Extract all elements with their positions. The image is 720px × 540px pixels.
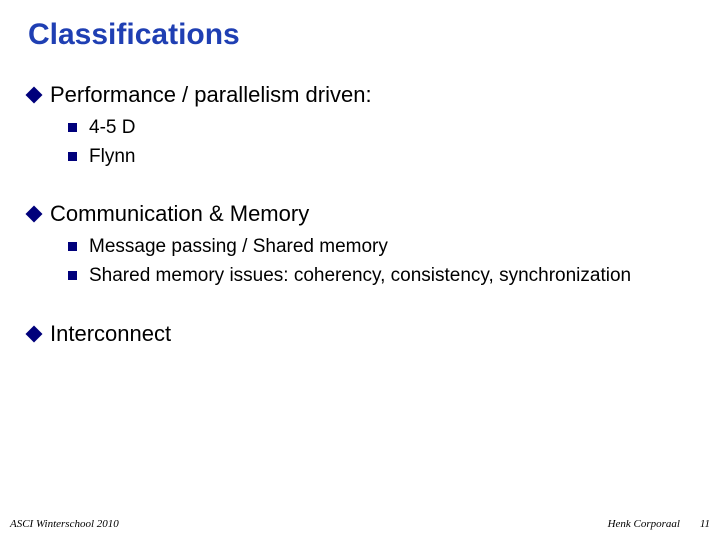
- section-heading: Interconnect: [28, 321, 692, 347]
- diamond-icon: [26, 87, 43, 104]
- subitems: Message passing / Shared memory Shared m…: [68, 235, 692, 288]
- slide: Classifications Performance / parallelis…: [0, 0, 720, 540]
- section-performance: Performance / parallelism driven: 4-5 D …: [28, 82, 692, 169]
- footer-right: Henk Corporaal: [608, 518, 680, 530]
- diamond-icon: [26, 206, 43, 223]
- diamond-icon: [26, 325, 43, 342]
- section-communication: Communication & Memory Message passing /…: [28, 201, 692, 288]
- heading-text: Communication & Memory: [50, 201, 309, 227]
- square-icon: [68, 152, 77, 161]
- square-icon: [68, 123, 77, 132]
- content-area: Performance / parallelism driven: 4-5 D …: [28, 82, 692, 379]
- page-number: 11: [700, 518, 710, 530]
- section-interconnect: Interconnect: [28, 321, 692, 347]
- item-text: Message passing / Shared memory: [89, 235, 388, 260]
- section-heading: Performance / parallelism driven:: [28, 82, 692, 108]
- list-item: 4-5 D: [68, 116, 692, 141]
- square-icon: [68, 271, 77, 280]
- footer-left: ASCI Winterschool 2010: [10, 518, 119, 530]
- list-item: Shared memory issues: coherency, consist…: [68, 264, 692, 289]
- item-text: 4-5 D: [89, 116, 135, 141]
- slide-title: Classifications: [28, 18, 240, 52]
- heading-text: Interconnect: [50, 321, 171, 347]
- item-text: Flynn: [89, 145, 135, 170]
- list-item: Message passing / Shared memory: [68, 235, 692, 260]
- square-icon: [68, 242, 77, 251]
- section-heading: Communication & Memory: [28, 201, 692, 227]
- list-item: Flynn: [68, 145, 692, 170]
- subitems: 4-5 D Flynn: [68, 116, 692, 169]
- item-text: Shared memory issues: coherency, consist…: [89, 264, 631, 289]
- heading-text: Performance / parallelism driven:: [50, 82, 372, 108]
